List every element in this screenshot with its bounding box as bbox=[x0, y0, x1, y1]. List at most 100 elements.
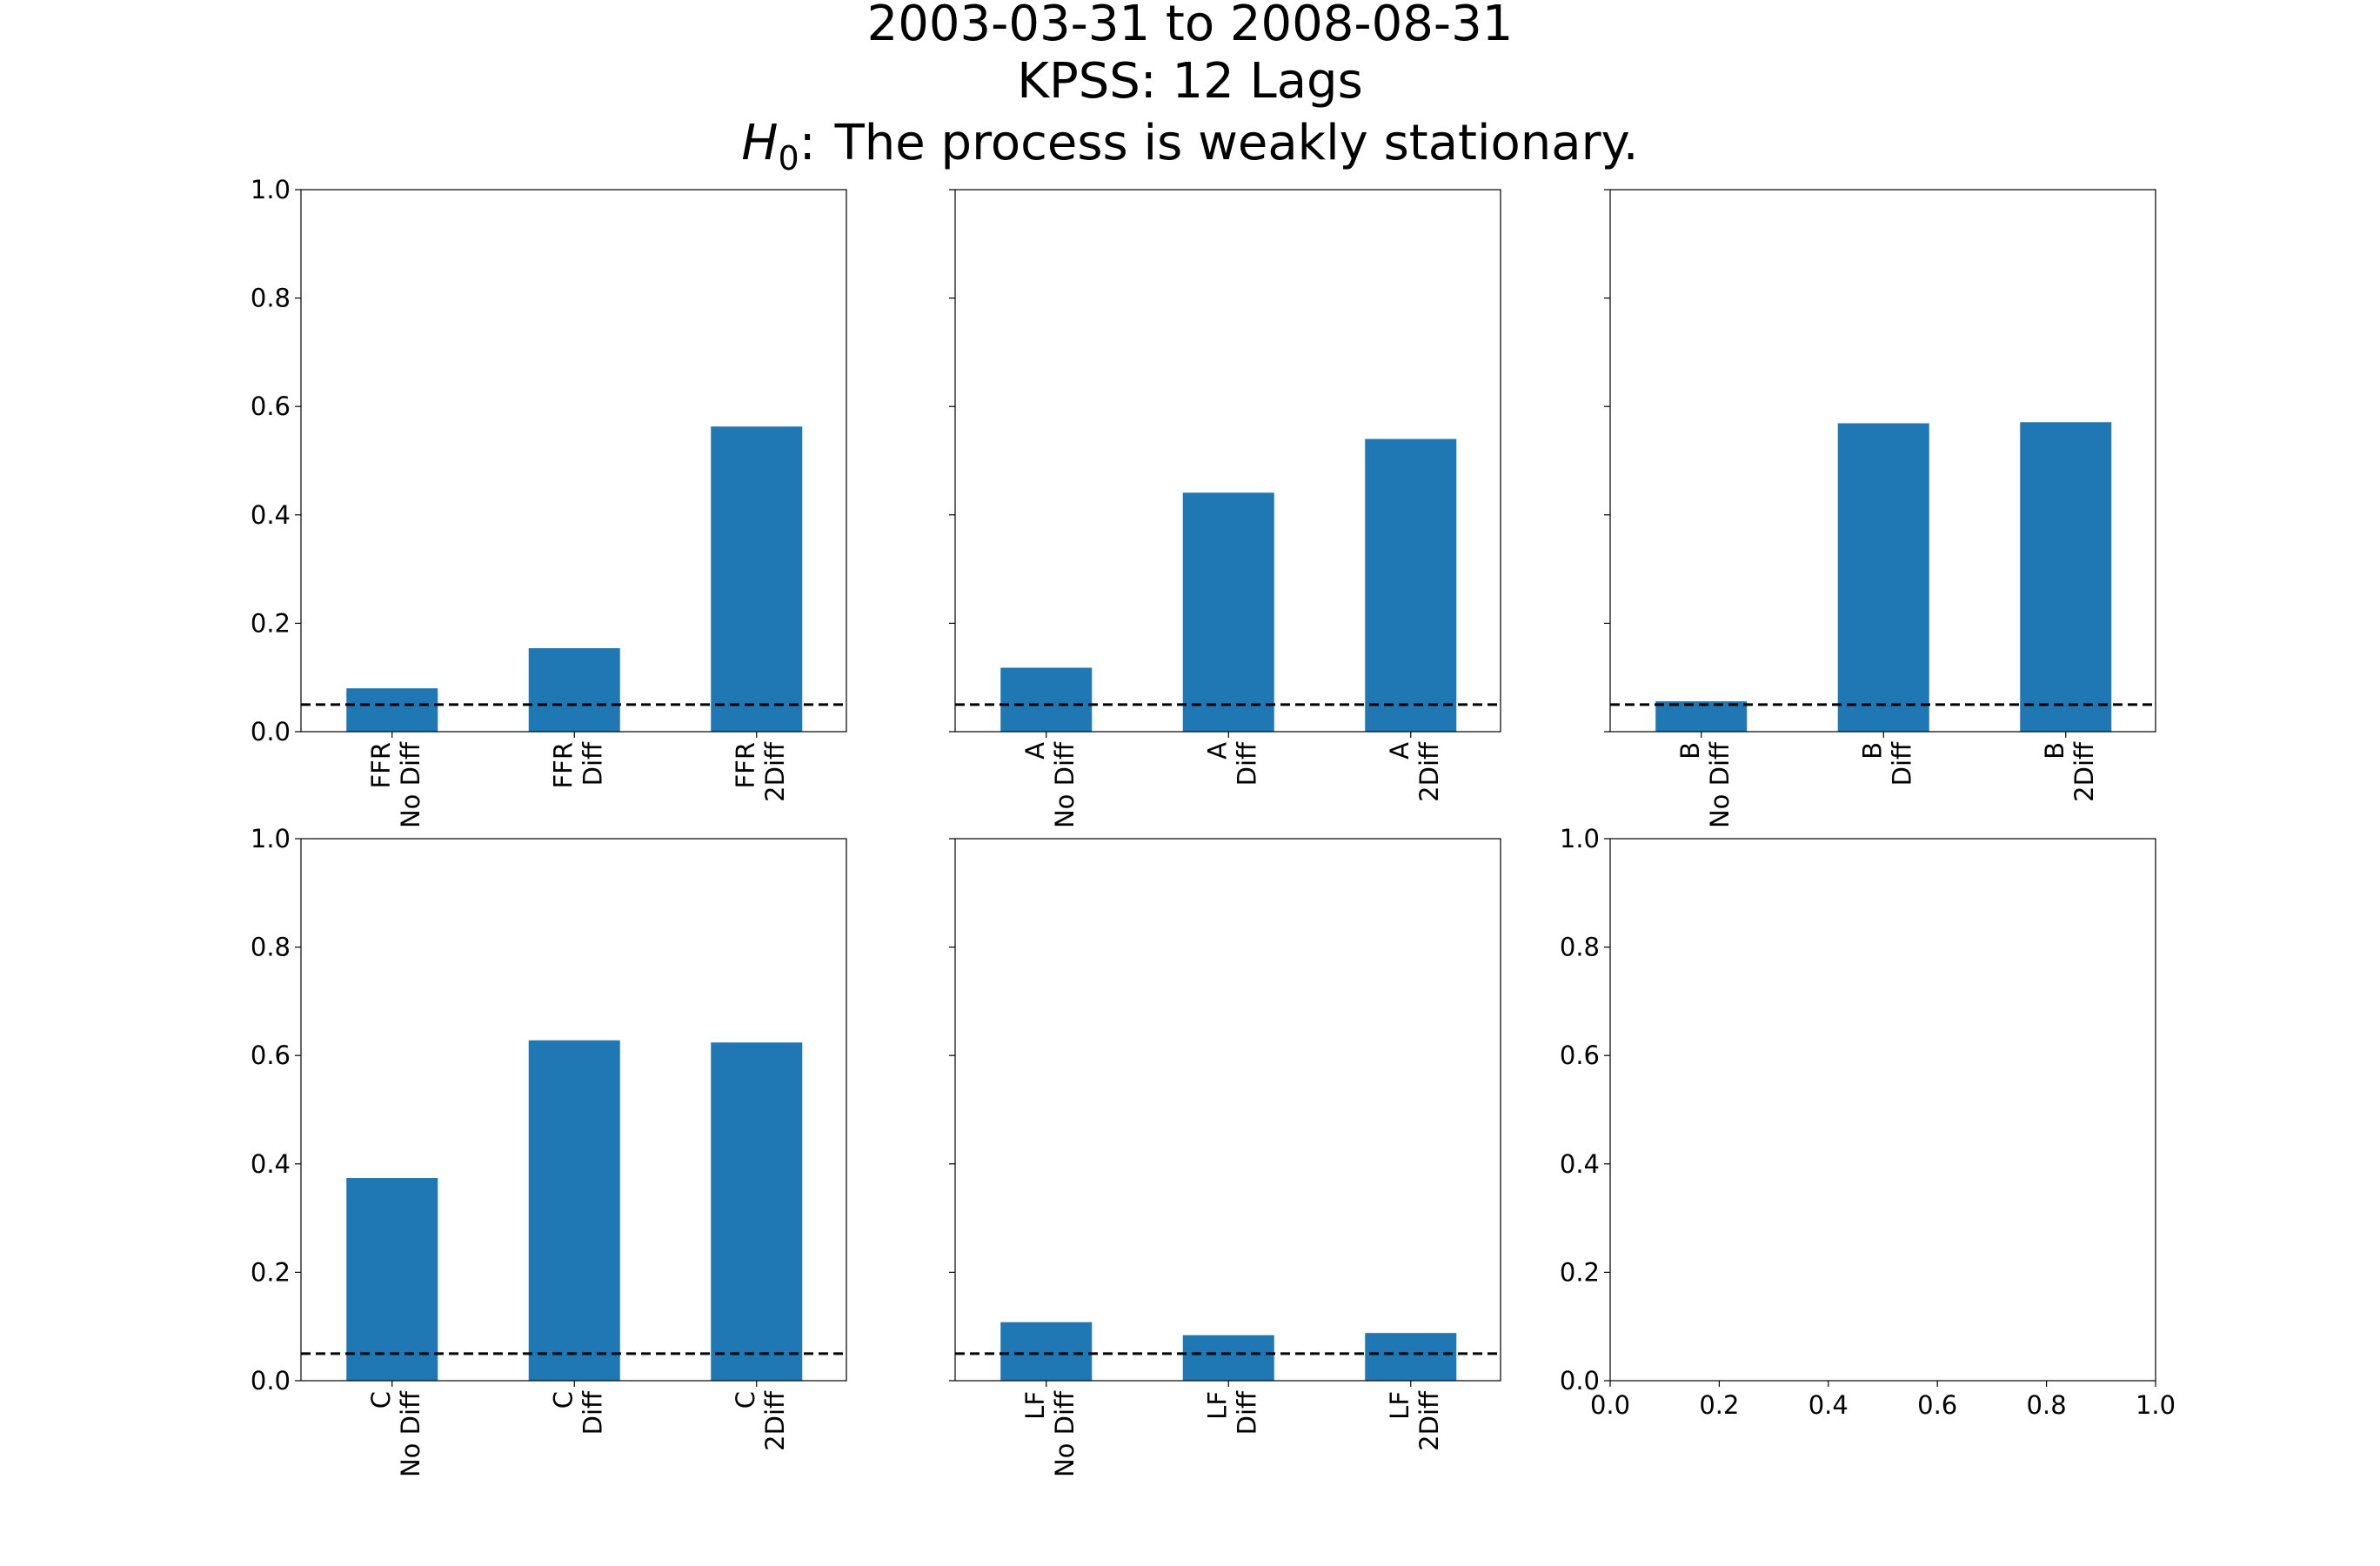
x-category-label: LFNo Diff bbox=[1020, 1390, 1080, 1477]
x-tick-label: 0.8 bbox=[2027, 1390, 2067, 1420]
category-transform: Diff bbox=[578, 1390, 607, 1435]
x-category-label: BDiff bbox=[1857, 741, 1916, 786]
x-category-label: ANo Diff bbox=[1020, 741, 1080, 828]
hypothesis-subscript: 0 bbox=[779, 139, 799, 177]
category-transform: No Diff bbox=[396, 1390, 425, 1477]
category-transform: 2Diff bbox=[1414, 741, 1444, 802]
subplot-top-left: FFRNo Diff FFRDiff FFR2Diff0.00.20.40.60.8… bbox=[251, 175, 847, 828]
bar-lf-diff bbox=[1182, 1335, 1274, 1381]
category-series-name: C bbox=[548, 1391, 578, 1409]
category-transform: No Diff bbox=[1050, 741, 1080, 828]
category-transform: 2Diff bbox=[2069, 741, 2099, 802]
y-tick-label: 0.6 bbox=[251, 1041, 291, 1070]
y-tick-label: 0.4 bbox=[251, 1149, 291, 1179]
x-category-label: LFDiff bbox=[1202, 1390, 1261, 1435]
y-tick-label: 1.0 bbox=[251, 824, 291, 853]
category-series-name: B bbox=[1675, 742, 1705, 760]
x-category-label: ADiff bbox=[1202, 741, 1261, 786]
category-transform: Diff bbox=[578, 741, 607, 786]
bar-a-no-diff bbox=[1000, 667, 1093, 732]
category-transform: 2Diff bbox=[760, 1390, 790, 1451]
subplot-bottom-right: 0.0 0.2 0.4 0.6 0.8 1.0 0.0 0.2 0.4 0.6 0.8 1.0 bbox=[1560, 824, 2176, 1420]
category-series-name: B bbox=[1857, 742, 1887, 760]
y-tick-label: 0.0 bbox=[251, 1366, 291, 1395]
y-tick-label: 0.4 bbox=[1560, 1149, 1600, 1179]
y-tick-label: 0.8 bbox=[1560, 933, 1600, 962]
y-tick-label: 0.8 bbox=[251, 284, 291, 313]
bar-b-diff bbox=[1837, 423, 1929, 732]
hypothesis-colon: : bbox=[799, 115, 816, 171]
y-tick-label: 0.2 bbox=[1560, 1257, 1600, 1287]
x-category-label: LF2Diff bbox=[1385, 1390, 1444, 1451]
bar-b-no-diff bbox=[1655, 701, 1748, 732]
y-tick-label: 0.0 bbox=[1560, 1366, 1600, 1395]
subplot-grid: FFRNo Diff FFRDiff FFR2Diff0.00.20.40.60.8… bbox=[251, 175, 2176, 1477]
x-category-label: A2Diff bbox=[1385, 741, 1444, 802]
bar-a-2diff bbox=[1365, 438, 1457, 732]
bar-c-diff bbox=[528, 1040, 620, 1381]
category-transform: Diff bbox=[1887, 741, 1916, 786]
category-transform: No Diff bbox=[396, 741, 425, 828]
subplot-bottom-middle: LFNo Diff LFDiff LF2Diff bbox=[949, 838, 1501, 1477]
y-tick-label: 0.6 bbox=[1560, 1041, 1600, 1070]
category-series-name: B bbox=[2040, 742, 2069, 760]
category-series-name: A bbox=[1385, 742, 1414, 760]
x-category-label: FFRNo Diff bbox=[366, 741, 425, 828]
category-transform: Diff bbox=[1232, 1390, 1261, 1435]
bar-ffr-2diff bbox=[711, 426, 803, 732]
title-test-spec: KPSS: 12 Lags bbox=[1017, 53, 1363, 110]
category-series-name: C bbox=[731, 1391, 760, 1409]
category-series-name: FFR bbox=[548, 742, 578, 789]
x-category-label: CDiff bbox=[548, 1390, 607, 1435]
category-series-name: LF bbox=[1020, 1391, 1050, 1420]
y-tick-label: 1.0 bbox=[251, 175, 291, 204]
category-series-name: LF bbox=[1202, 1391, 1232, 1420]
bar-a-diff bbox=[1182, 492, 1274, 732]
category-series-name: LF bbox=[1385, 1391, 1414, 1420]
bar-c-2diff bbox=[711, 1042, 803, 1381]
axes-frame bbox=[1609, 838, 2156, 1382]
x-tick-label: 0.0 bbox=[1590, 1390, 1630, 1420]
bar-lf-no-diff bbox=[1000, 1322, 1093, 1381]
axes-frame bbox=[1609, 189, 2156, 733]
title-date-range: 2003-03-31 to 2008-08-31 bbox=[867, 0, 1514, 52]
bar-c-no-diff bbox=[346, 1177, 438, 1381]
y-tick-label: 0.6 bbox=[251, 392, 291, 421]
x-category-label: FFRDiff bbox=[548, 741, 607, 789]
category-transform: No Diff bbox=[1705, 741, 1735, 828]
x-tick-label: 0.6 bbox=[1917, 1390, 1957, 1420]
axes-frame bbox=[300, 838, 847, 1382]
x-category-label: C2Diff bbox=[731, 1390, 790, 1451]
y-tick-label: 0.0 bbox=[251, 717, 291, 746]
y-tick-label: 1.0 bbox=[1560, 824, 1600, 853]
category-transform: 2Diff bbox=[760, 741, 790, 802]
x-category-label: B2Diff bbox=[2040, 741, 2099, 802]
category-series-name: FFR bbox=[366, 742, 396, 789]
category-transform: Diff bbox=[1232, 741, 1261, 786]
x-tick-label: 0.2 bbox=[1699, 1390, 1739, 1420]
axes-frame bbox=[300, 189, 847, 733]
bar-b-2diff bbox=[2020, 422, 2112, 732]
category-transform: No Diff bbox=[1050, 1390, 1080, 1477]
figure-title: 2003-03-31 to 2008-08-31 KPSS: 12 Lags H… bbox=[741, 0, 1638, 177]
category-transform: 2Diff bbox=[1414, 1390, 1444, 1451]
x-category-label: CNo Diff bbox=[366, 1390, 425, 1477]
y-tick-label: 0.2 bbox=[251, 1257, 291, 1287]
y-tick-label: 0.4 bbox=[251, 500, 291, 530]
bar-ffr-diff bbox=[528, 648, 620, 732]
subplot-top-right: BNo Diff BDiff B2Diff bbox=[1604, 189, 2156, 828]
x-category-label: BNo Diff bbox=[1675, 741, 1735, 828]
y-tick-label: 0.2 bbox=[251, 608, 291, 638]
hypothesis-statement: The process is weakly stationary. bbox=[834, 115, 1639, 171]
category-series-name: FFR bbox=[731, 742, 760, 789]
x-tick-label: 0.4 bbox=[1808, 1390, 1849, 1420]
axes-frame bbox=[954, 838, 1501, 1382]
y-tick-label: 0.8 bbox=[251, 933, 291, 962]
hypothesis-symbol: H bbox=[741, 115, 778, 171]
axes-frame bbox=[954, 189, 1501, 733]
bar-ffr-no-diff bbox=[346, 688, 438, 732]
category-series-name: A bbox=[1020, 742, 1050, 760]
category-series-name: A bbox=[1202, 742, 1232, 760]
